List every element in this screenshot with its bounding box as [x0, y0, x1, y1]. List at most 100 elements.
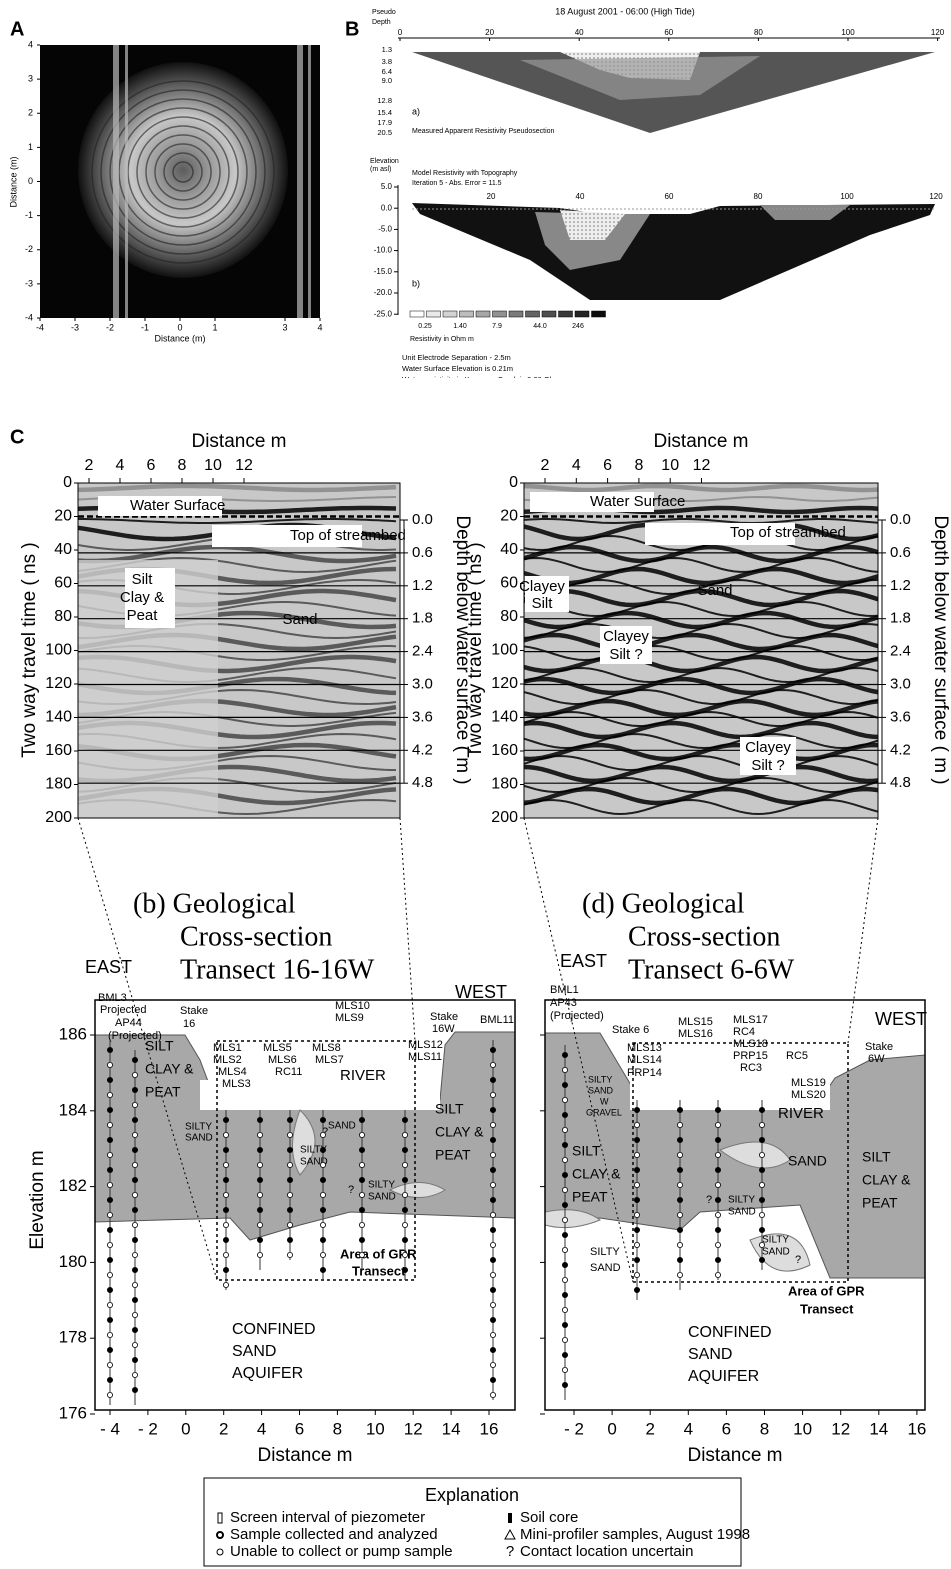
sample [562, 1097, 569, 1104]
y-tick-label: 160 [45, 742, 72, 759]
legend-title: Explanation [425, 1485, 519, 1505]
y-tick-label: 120 [491, 675, 518, 692]
y-tick-label: -15.0 [374, 267, 393, 276]
x-tick-label: 4 [116, 457, 125, 474]
x-tick-label: -4 [36, 322, 44, 332]
sample [107, 1062, 114, 1069]
sample [131, 1237, 138, 1244]
sample [358, 1207, 365, 1214]
sample [358, 1222, 365, 1229]
section-label: EAST [85, 957, 132, 977]
sample [715, 1197, 722, 1204]
sample [131, 1327, 138, 1334]
sample [715, 1152, 722, 1159]
section-label: SAND [328, 1121, 356, 1132]
x-tick-label: 0 [398, 28, 403, 37]
y-tick-label: 0 [509, 474, 518, 491]
section-label: MLS12 [408, 1039, 443, 1051]
caption: Model Resistivity with Topography [412, 170, 518, 177]
pseudosection-mid [520, 56, 760, 100]
axis-label: Elevation [370, 158, 399, 165]
sample [634, 1107, 641, 1114]
sample [286, 1162, 293, 1169]
section-label: RC11 [275, 1066, 302, 1078]
x-tick-label: 3 [282, 322, 287, 332]
section-label: EAST [560, 951, 607, 971]
x-tick-label: -3 [71, 322, 79, 332]
legend-item: Contact location uncertain [520, 1543, 693, 1560]
sample [489, 1332, 496, 1339]
x-tick-label: 0 [607, 1419, 616, 1438]
x-axis-label: Distance m [653, 431, 748, 452]
x-axis-label: Distance m [687, 1445, 782, 1466]
sample [107, 1272, 114, 1279]
legend-symbol [216, 1531, 224, 1539]
sample [107, 1392, 114, 1399]
section-label: CLAY & [572, 1166, 621, 1182]
sample [489, 1392, 496, 1399]
y-tick-label: 180 [45, 776, 72, 793]
section-label: ? [348, 1184, 354, 1196]
legend-value: 1.40 [453, 323, 467, 330]
y-tick-label: 15.4 [377, 108, 392, 117]
x-tick-label: 8 [178, 457, 187, 474]
sample [286, 1207, 293, 1214]
radar-ring [154, 143, 212, 201]
y-tick-label: 0.0 [381, 203, 393, 212]
sample [562, 1232, 569, 1239]
model-zone-2 [760, 205, 850, 220]
y-tick-label: 120 [45, 675, 72, 692]
sample [256, 1177, 263, 1184]
y-tick-label: -2 [25, 244, 33, 254]
y-tick-label: 60 [54, 575, 72, 592]
annotation: Silt [532, 595, 554, 612]
section-label: MLS9 [335, 1012, 364, 1024]
sample [131, 1267, 138, 1274]
radar-ring [136, 125, 230, 219]
sample [286, 1192, 293, 1199]
sample [107, 1227, 114, 1234]
sample [256, 1222, 263, 1229]
axis-label: Depth [372, 19, 391, 26]
sample [131, 1222, 138, 1229]
section-label: MLS2 [213, 1054, 242, 1066]
legend-swatch [409, 310, 425, 318]
sample [286, 1237, 293, 1244]
y-tick-label: 80 [54, 608, 72, 625]
y-tick-label: 9.0 [382, 76, 392, 85]
section-label: SAND [368, 1192, 396, 1203]
y-tick-label: 2 [28, 108, 33, 118]
radar-stripe [125, 45, 128, 318]
section-label: SAND [728, 1207, 756, 1218]
legend-swatch [492, 310, 507, 318]
sample [131, 1207, 138, 1214]
sample [759, 1197, 766, 1204]
section-label: BML1 [550, 984, 579, 996]
sample [256, 1147, 263, 1154]
x-axis-label: Distance m [257, 1445, 352, 1466]
x-tick-label: 0 [181, 1419, 190, 1438]
sample [107, 1167, 114, 1174]
y-tick-label: 100 [45, 642, 72, 659]
x-tick-label: 20 [487, 192, 496, 201]
sample [256, 1192, 263, 1199]
legend-swatch [475, 310, 491, 318]
y-tick-label: 40 [500, 541, 518, 558]
y2-tick-label: 2.4 [890, 643, 911, 660]
x-tick-label: 60 [664, 28, 673, 37]
sample [489, 1167, 496, 1174]
x-tick-label: 12 [693, 457, 711, 474]
x-tick-label: 12 [831, 1419, 850, 1438]
x-tick-label: 14 [442, 1419, 461, 1438]
legend-swatch [558, 310, 573, 318]
sample [489, 1047, 496, 1054]
sample [256, 1117, 263, 1124]
y-tick-label: 1.3 [382, 45, 392, 54]
sample [489, 1212, 496, 1219]
section-label: AP44 [115, 1017, 142, 1029]
sample [562, 1067, 569, 1074]
section-label: CLAY & [435, 1124, 484, 1140]
section-label: AQUIFER [232, 1365, 303, 1382]
x-tick-label: 2 [645, 1419, 654, 1438]
x-tick-label: 8 [333, 1419, 342, 1438]
